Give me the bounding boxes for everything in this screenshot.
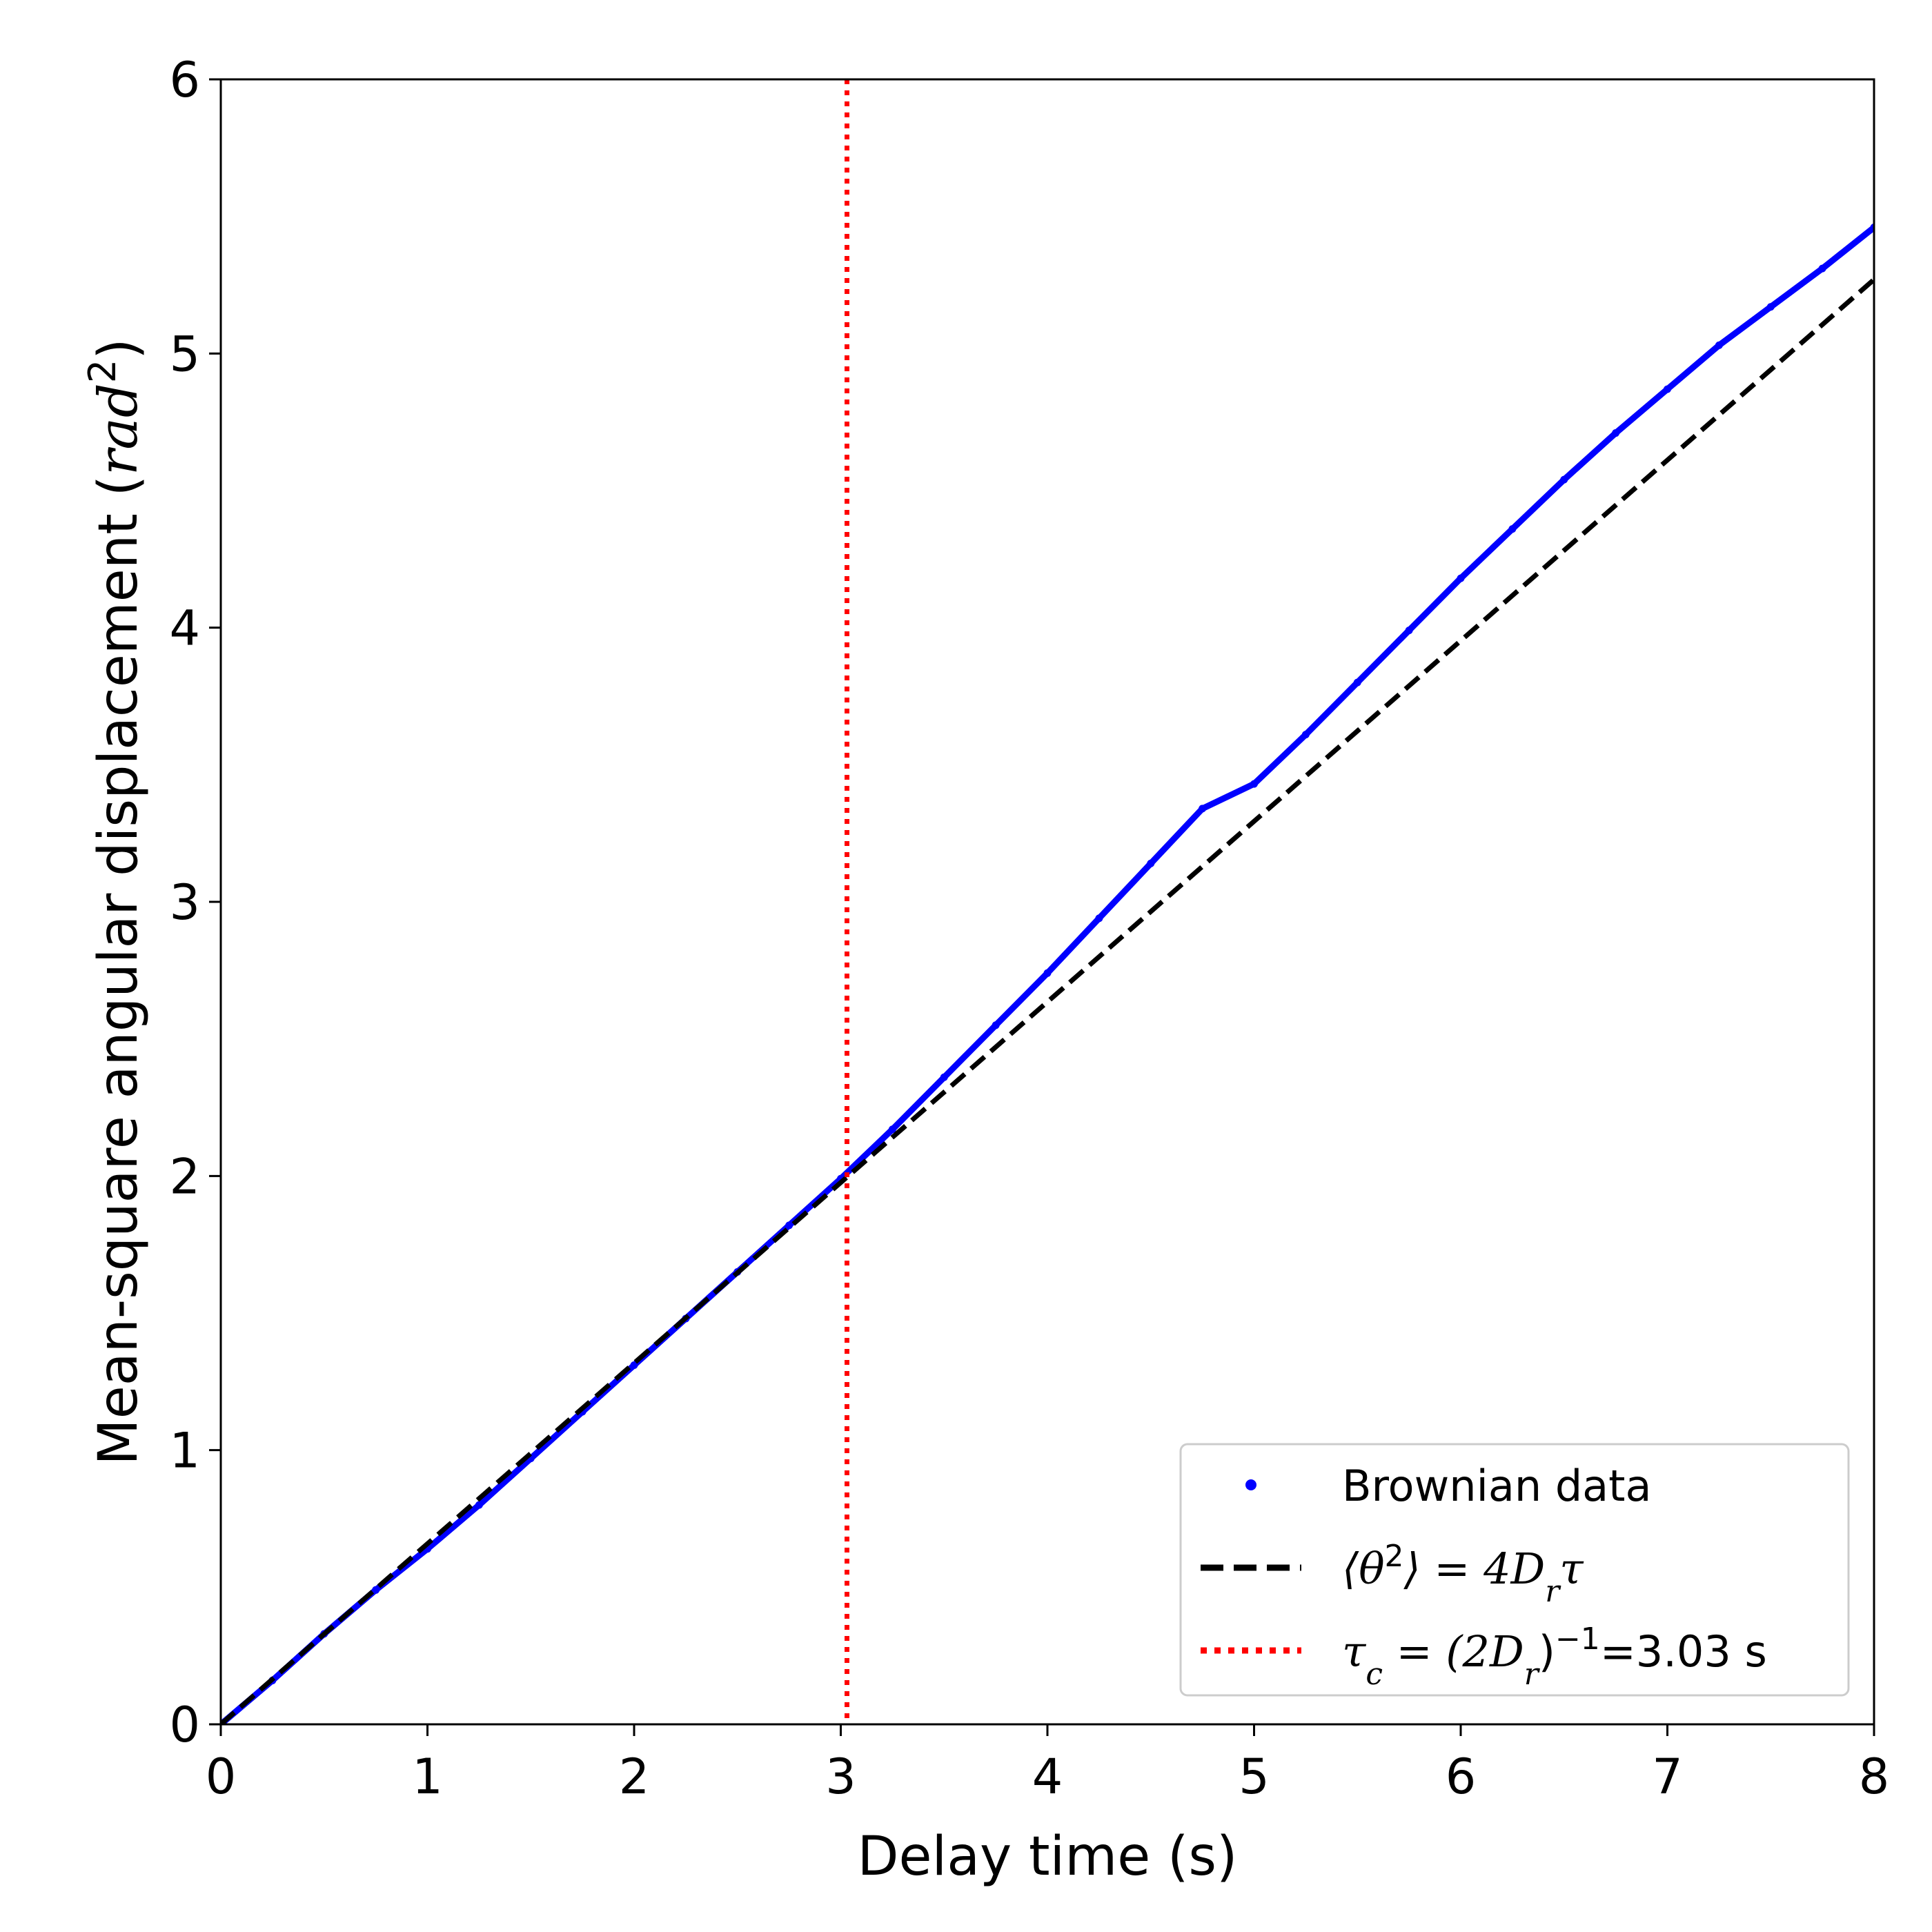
x-tick-label: 8 (1859, 1748, 1890, 1805)
x-tick-label: 6 (1446, 1748, 1477, 1805)
x-tick-label: 3 (825, 1748, 856, 1805)
y-tick-label: 6 (169, 52, 200, 108)
legend-box (1179, 1443, 1850, 1697)
y-tick-label: 0 (169, 1697, 200, 1753)
data-point (630, 1361, 638, 1369)
x-tick-label: 0 (206, 1748, 237, 1805)
data-point (1405, 627, 1413, 635)
data-point (1766, 303, 1775, 311)
data-point (372, 1586, 380, 1594)
data-point (940, 1073, 948, 1081)
data-point (1818, 264, 1826, 273)
data-point (992, 1021, 1000, 1029)
data-point (1664, 385, 1671, 393)
y-axis-label: Mean-square angular displacement (rad2) (81, 338, 150, 1465)
data-point (1250, 780, 1258, 788)
data-point (1199, 805, 1207, 813)
x-tick-label: 4 (1032, 1748, 1063, 1805)
data-point (888, 1125, 896, 1134)
y-tick-label: 5 (169, 326, 200, 382)
data-point (1043, 969, 1052, 977)
x-tick-label: 7 (1652, 1748, 1683, 1805)
x-tick-label: 1 (412, 1748, 443, 1805)
data-point (475, 1501, 483, 1509)
data-point (1715, 341, 1723, 349)
series-brownian-data (221, 224, 1874, 1724)
data-point (1612, 429, 1620, 437)
legend-label-brownian: Brownian data (1342, 1461, 1651, 1511)
x-tick-label: 5 (1239, 1748, 1270, 1805)
y-tick-label: 1 (169, 1423, 200, 1479)
y-tick-label: 3 (169, 874, 200, 931)
data-point (1508, 525, 1517, 533)
data-point (1560, 475, 1568, 484)
x-axis-label: Delay time (s) (858, 1826, 1238, 1888)
data-point (785, 1221, 793, 1230)
legend-label-tau-c: τc = (2Dr)−1=3.03 s (1342, 1621, 1767, 1692)
y-tick-label: 2 (169, 1148, 200, 1205)
x-tick-label: 2 (619, 1748, 650, 1805)
y-tick-label: 4 (169, 600, 200, 657)
data-point (1301, 731, 1310, 739)
legend: Brownian data ⟨θ2⟩ = 4Drτ τc = (2Dr)−1=3… (1179, 1443, 1850, 1697)
data-point (1095, 914, 1103, 923)
legend-label-fit: ⟨θ2⟩ = 4Drτ (1342, 1539, 1584, 1609)
legend-marker-brownian (1245, 1479, 1256, 1490)
data-point (1457, 574, 1465, 582)
data-point (1147, 859, 1155, 867)
data-point (1353, 678, 1361, 687)
